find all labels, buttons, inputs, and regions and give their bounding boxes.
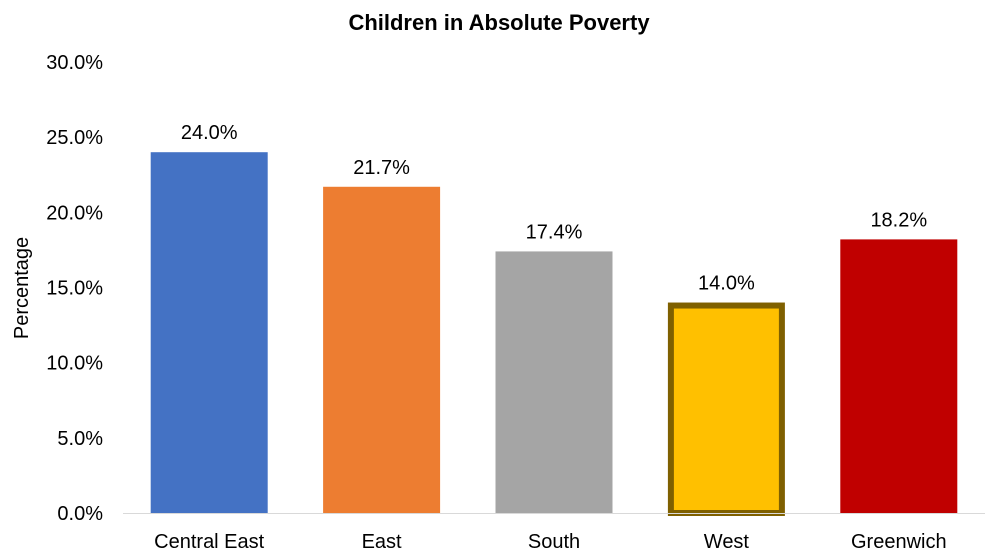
category-label: Central East (154, 531, 264, 552)
value-label: 24.0% (181, 122, 238, 144)
chart-title: Children in Absolute Poverty (348, 10, 650, 35)
value-label: 18.2% (870, 209, 927, 231)
y-tick-label: 0.0% (57, 503, 103, 525)
category-label: West (704, 531, 750, 552)
value-label: 17.4% (526, 221, 583, 243)
category-label: South (528, 531, 580, 552)
value-labels-group: 24.0% 21.7% 17.4% 14.0% 18.2% (181, 122, 928, 294)
bar-south (495, 251, 613, 514)
category-labels-group: Central East East South West Greenwich (154, 531, 946, 552)
category-label: Greenwich (851, 531, 947, 552)
bar-west (667, 302, 785, 516)
y-tick-label: 25.0% (46, 127, 103, 149)
bar-greenwich (840, 239, 958, 514)
bar-east (323, 186, 441, 513)
y-axis-ticks: 0.0% 5.0% 10.0% 15.0% 20.0% 25.0% 30.0% (46, 52, 103, 525)
bar-central-east (150, 152, 268, 513)
y-axis-label: Percentage (11, 237, 33, 339)
value-label: 14.0% (698, 273, 755, 295)
y-tick-label: 10.0% (46, 353, 103, 375)
bars-group (150, 152, 958, 516)
category-label: East (362, 531, 402, 552)
y-tick-label: 20.0% (46, 202, 103, 224)
y-tick-label: 5.0% (57, 428, 103, 450)
y-tick-label: 15.0% (46, 278, 103, 300)
y-tick-label: 30.0% (46, 52, 103, 74)
value-label: 21.7% (353, 157, 410, 179)
